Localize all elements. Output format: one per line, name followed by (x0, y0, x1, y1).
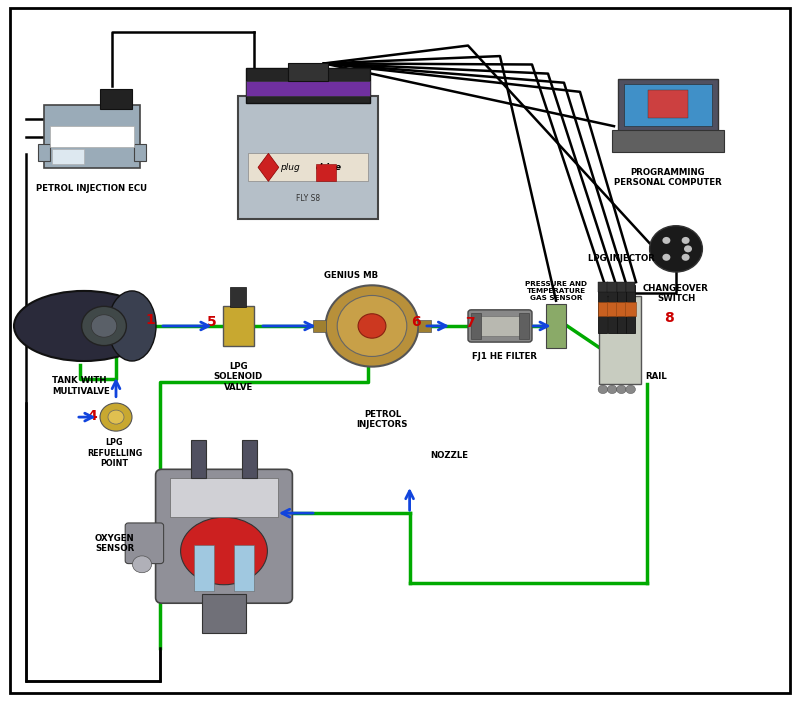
Bar (313, 320, 326, 332)
Bar (611, 130, 724, 152)
Bar (607, 282, 617, 292)
Bar (626, 285, 635, 333)
Text: GENIUS MB: GENIUS MB (324, 271, 378, 280)
Circle shape (617, 386, 626, 394)
Bar (519, 313, 529, 339)
Bar (626, 302, 636, 316)
Circle shape (598, 386, 608, 394)
Bar (648, 90, 688, 118)
Bar (607, 302, 618, 316)
Ellipse shape (14, 291, 154, 361)
Text: CHANGEOVER
SWITCH: CHANGEOVER SWITCH (643, 284, 709, 304)
Bar (191, 440, 206, 478)
FancyBboxPatch shape (44, 105, 140, 168)
Text: 4: 4 (88, 409, 98, 423)
Circle shape (682, 237, 690, 244)
Bar (624, 84, 712, 126)
Text: PETROL
INJECTORS: PETROL INJECTORS (357, 410, 408, 429)
Bar (598, 285, 607, 333)
Bar (617, 282, 626, 292)
Text: TANK WITH
MULTIVALVE: TANK WITH MULTIVALVE (52, 376, 110, 396)
Bar (230, 287, 246, 307)
Text: PROGRAMMING
PERSONAL COMPUTER: PROGRAMMING PERSONAL COMPUTER (614, 168, 722, 187)
Circle shape (682, 254, 690, 261)
Text: plug: plug (280, 163, 300, 172)
Text: PETROL INJECTION ECU: PETROL INJECTION ECU (37, 184, 147, 193)
FancyBboxPatch shape (125, 523, 164, 564)
Text: OXYGEN
SENSOR: OXYGEN SENSOR (94, 533, 134, 553)
FancyBboxPatch shape (238, 96, 378, 219)
Bar (626, 282, 635, 292)
Bar (242, 440, 257, 478)
Bar (288, 63, 328, 81)
Bar (471, 313, 481, 339)
Text: drive: drive (316, 163, 342, 172)
FancyBboxPatch shape (223, 306, 254, 346)
Bar (234, 545, 254, 590)
Circle shape (82, 306, 126, 346)
Text: FJ1 HE FILTER: FJ1 HE FILTER (471, 352, 537, 361)
Bar (246, 81, 370, 96)
Polygon shape (258, 154, 278, 182)
Bar (246, 68, 370, 103)
Bar (418, 320, 431, 332)
Bar (38, 144, 50, 161)
Circle shape (338, 296, 407, 356)
Bar (134, 144, 146, 161)
Bar (170, 478, 278, 517)
FancyBboxPatch shape (546, 304, 566, 348)
Circle shape (662, 237, 670, 244)
Circle shape (133, 556, 152, 573)
Bar (194, 545, 214, 590)
Circle shape (108, 410, 124, 424)
Bar (316, 164, 336, 182)
Circle shape (326, 285, 418, 367)
Circle shape (650, 226, 702, 272)
Ellipse shape (108, 291, 156, 361)
Bar (598, 302, 608, 316)
Bar (100, 89, 132, 109)
Circle shape (91, 315, 117, 337)
Text: LPG
SOLENOID
VALVE: LPG SOLENOID VALVE (214, 362, 263, 392)
Bar (248, 154, 368, 182)
Circle shape (626, 386, 635, 394)
Ellipse shape (181, 517, 267, 585)
Circle shape (684, 245, 692, 252)
Bar (50, 126, 134, 147)
FancyBboxPatch shape (599, 296, 641, 384)
FancyBboxPatch shape (155, 470, 293, 603)
Text: NOZZLE: NOZZLE (430, 451, 469, 460)
Bar (598, 282, 608, 292)
Bar (608, 285, 617, 333)
Circle shape (358, 314, 386, 338)
Text: 7: 7 (465, 316, 474, 330)
Text: 8: 8 (664, 311, 674, 325)
Circle shape (662, 254, 670, 261)
Text: LPG
REFUELLING
POINT: LPG REFUELLING POINT (86, 438, 142, 468)
Bar (617, 285, 626, 333)
Text: 6: 6 (411, 315, 421, 329)
FancyBboxPatch shape (618, 79, 718, 132)
Circle shape (607, 386, 617, 394)
Circle shape (100, 403, 132, 431)
Text: LPG INJECTOR: LPG INJECTOR (588, 254, 655, 263)
Text: RAIL: RAIL (645, 372, 666, 381)
Text: 1: 1 (146, 313, 155, 327)
Text: FLY S8: FLY S8 (296, 194, 320, 203)
Bar (616, 302, 626, 316)
Text: 5: 5 (207, 315, 217, 329)
Bar (475, 316, 525, 336)
FancyBboxPatch shape (468, 310, 532, 342)
Bar (202, 594, 246, 632)
Bar (52, 149, 84, 164)
Text: PRESSURE AND
TEMPERATURE
GAS SENSOR: PRESSURE AND TEMPERATURE GAS SENSOR (525, 280, 587, 301)
